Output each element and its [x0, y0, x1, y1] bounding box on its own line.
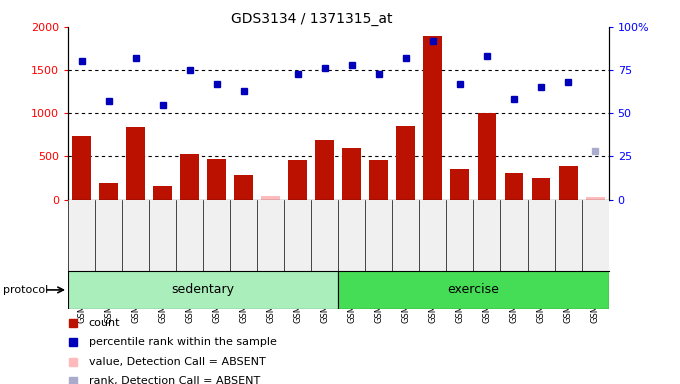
Bar — [477, 113, 496, 200]
Bar — [126, 127, 145, 200]
Text: protocol: protocol — [3, 285, 49, 295]
Bar — [339, 271, 609, 309]
Text: value, Detection Call = ABSENT: value, Detection Call = ABSENT — [88, 356, 265, 367]
Bar — [153, 186, 172, 200]
Bar — [180, 154, 199, 200]
Bar — [532, 178, 551, 200]
Bar — [369, 159, 388, 200]
Bar — [450, 169, 469, 200]
Bar — [72, 136, 91, 200]
Bar — [558, 166, 577, 200]
Bar — [396, 126, 415, 200]
Bar — [585, 197, 605, 200]
Bar — [316, 141, 335, 200]
Title: GDS3134 / 1371315_at: GDS3134 / 1371315_at — [231, 12, 392, 26]
Bar — [288, 161, 307, 200]
Bar — [424, 36, 443, 200]
Text: exercise: exercise — [447, 283, 499, 296]
Bar — [342, 148, 361, 200]
Bar — [234, 175, 253, 200]
Bar — [261, 196, 280, 200]
Bar — [207, 159, 226, 200]
Bar — [68, 271, 339, 309]
Text: sedentary: sedentary — [171, 283, 235, 296]
Bar — [505, 173, 524, 200]
Text: rank, Detection Call = ABSENT: rank, Detection Call = ABSENT — [88, 376, 260, 384]
Text: percentile rank within the sample: percentile rank within the sample — [88, 337, 276, 347]
Bar — [99, 183, 118, 200]
Text: count: count — [88, 318, 120, 328]
